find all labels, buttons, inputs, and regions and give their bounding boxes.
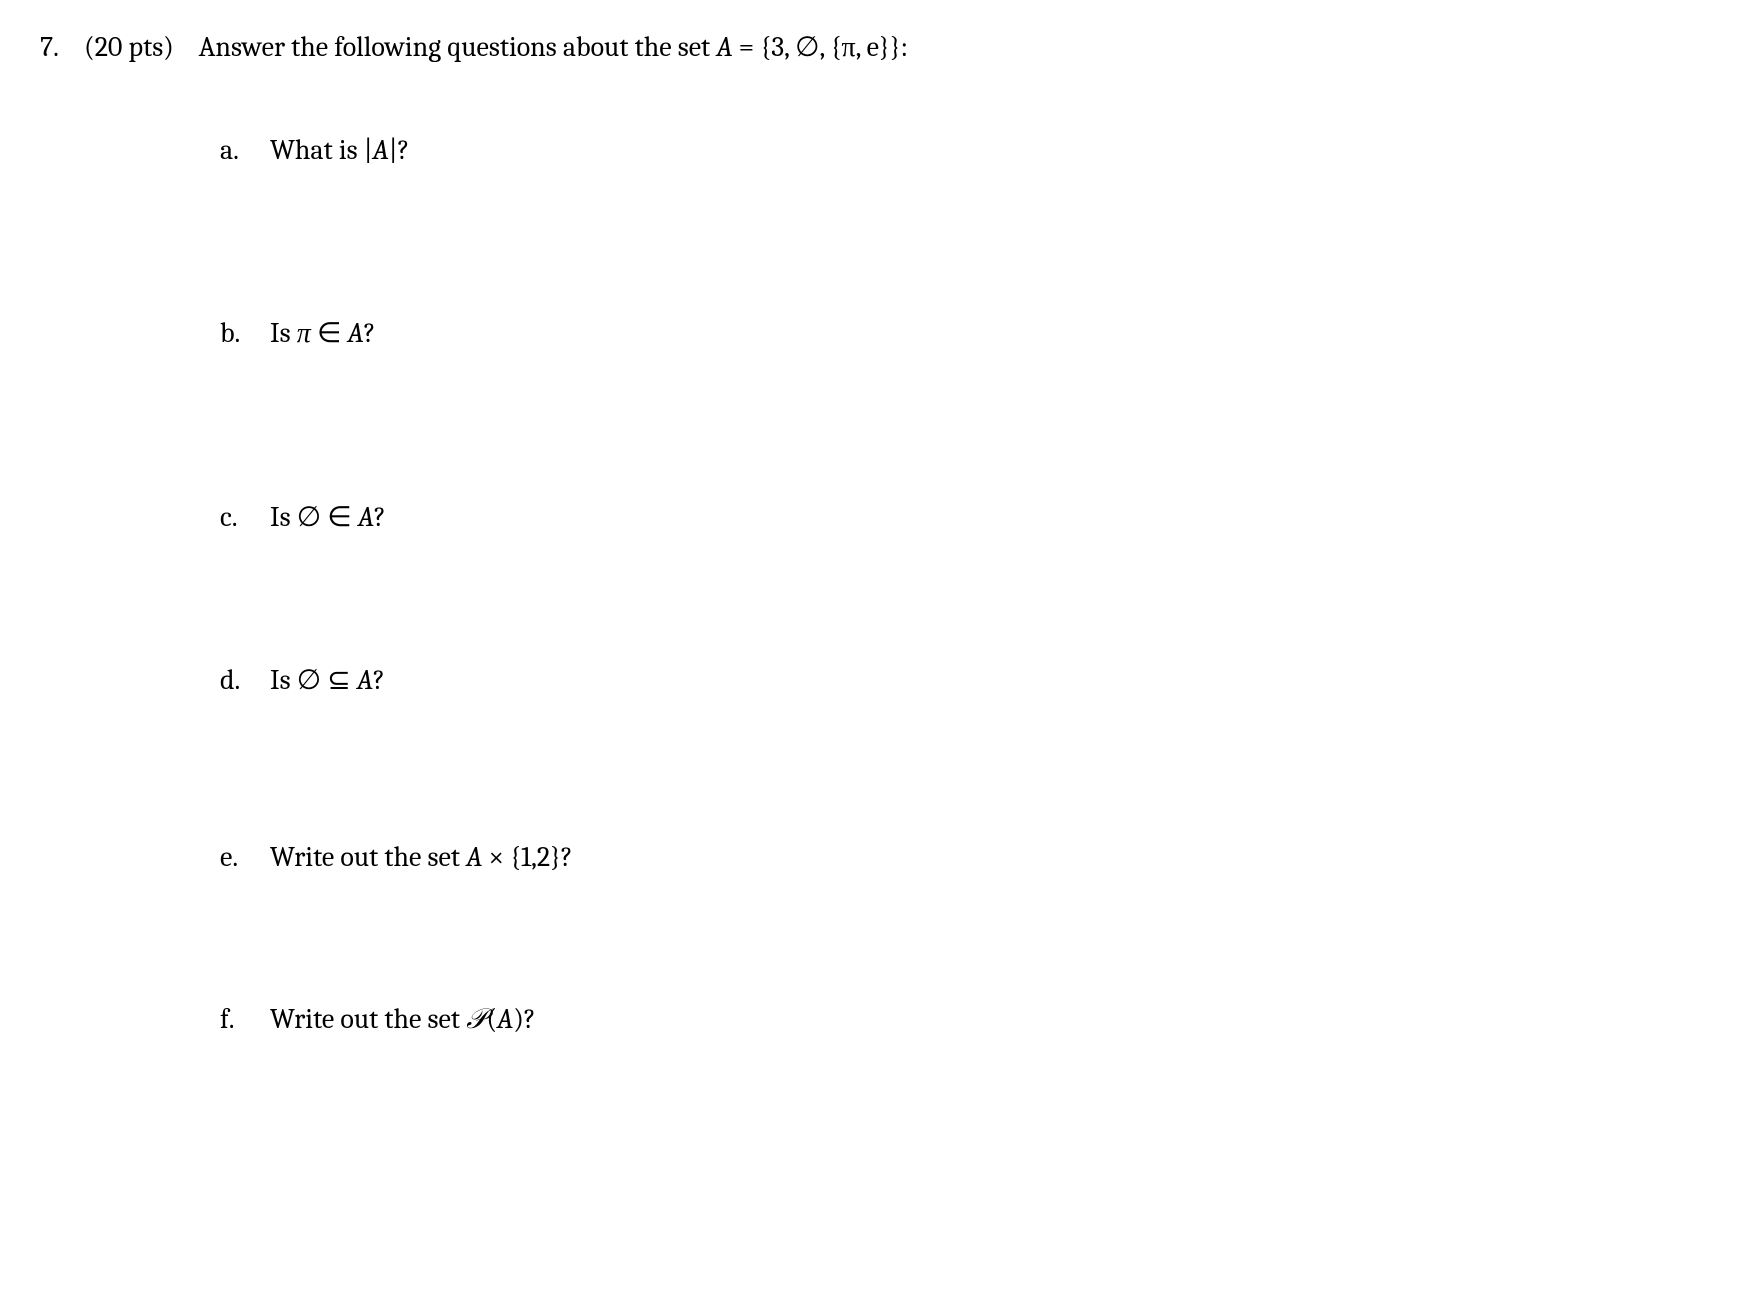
question-points: (20 pts) [84, 31, 174, 63]
subpart-b-text: Is π ∈ A? [270, 316, 376, 350]
text-after: |? [389, 134, 410, 166]
var-a: A [357, 664, 373, 696]
set-12: {1,2} [510, 841, 561, 873]
subpart-f-text: Write out the set 𝒫(A)? [270, 1003, 536, 1036]
text-after: ? [374, 501, 386, 533]
sym-empty: ∅ [297, 501, 321, 533]
subparts-container: a. What is |A|? b. Is π ∈ A? c. Is ∅ ∈ A… [220, 134, 1702, 1036]
var-a: A [466, 841, 482, 873]
sym-empty: ∅ [297, 664, 321, 696]
question-prompt: (20 pts) Answer the following questions … [84, 30, 908, 64]
rel-in: ∈ [321, 501, 358, 533]
set-var: A [716, 31, 732, 63]
subpart-e: e. Write out the set A × {1,2}? [220, 841, 1702, 873]
question-header: 7. (20 pts) Answer the following questio… [40, 30, 1702, 64]
text-after: ? [561, 841, 573, 873]
subpart-d: d. Is ∅ ⊆ A? [220, 663, 1702, 696]
subpart-letter-b: b. [220, 317, 248, 349]
question-prompt-text: Answer the following questions about the… [199, 31, 717, 63]
text-after: ? [364, 317, 376, 349]
subpart-c-text: Is ∅ ∈ A? [270, 500, 386, 533]
subpart-letter-d: d. [220, 664, 248, 696]
subpart-e-text: Write out the set A × {1,2}? [270, 841, 573, 873]
subpart-a: a. What is |A|? [220, 134, 1702, 166]
text-after: ? [373, 664, 385, 696]
text-before: Write out the set [270, 841, 466, 873]
var-a: A [358, 501, 374, 533]
rel-in: ∈ [311, 317, 348, 349]
text-before: Write out the set [270, 1003, 466, 1035]
sym-pi: π [297, 317, 311, 349]
text-before: What is | [270, 134, 373, 166]
subpart-a-text: What is |A|? [270, 134, 409, 166]
var-a: A [497, 1003, 513, 1035]
text-before: Is [270, 664, 297, 696]
text-before: Is [270, 501, 297, 533]
equals: = [733, 31, 761, 63]
subpart-letter-e: e. [220, 841, 248, 873]
set-definition: {3, ∅, {π, e}}: [760, 31, 908, 63]
question-number: 7. [40, 31, 72, 63]
subpart-b: b. Is π ∈ A? [220, 316, 1702, 350]
subpart-letter-a: a. [220, 134, 248, 166]
subpart-d-text: Is ∅ ⊆ A? [270, 663, 385, 696]
subpart-letter-f: f. [220, 1003, 248, 1035]
var-a: A [348, 317, 364, 349]
text-after: )? [513, 1003, 536, 1035]
subpart-c: c. Is ∅ ∈ A? [220, 500, 1702, 533]
rel-times: × [482, 841, 510, 873]
open-paren: ( [486, 1003, 497, 1035]
text-before: Is [270, 317, 297, 349]
subpart-f: f. Write out the set 𝒫(A)? [220, 1003, 1702, 1036]
subpart-letter-c: c. [220, 501, 248, 533]
var-a: A [373, 134, 389, 166]
powerset-symbol: 𝒫 [466, 1004, 486, 1035]
rel-subset: ⊆ [321, 664, 357, 696]
